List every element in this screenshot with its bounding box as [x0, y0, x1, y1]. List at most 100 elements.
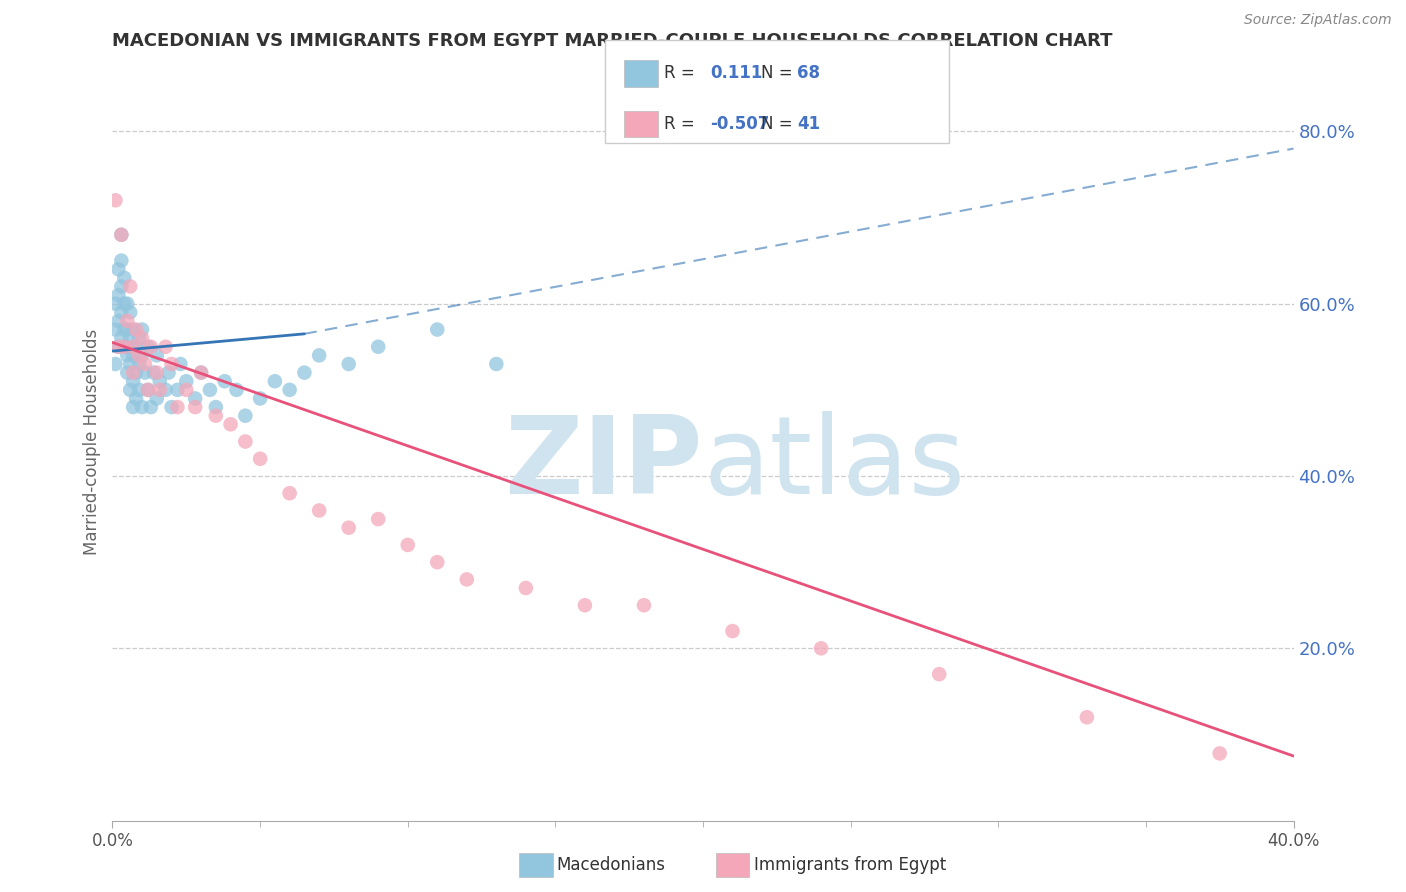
Point	[174, 383, 197, 397]
Point	[128, 348, 150, 362]
Point	[184, 392, 207, 406]
Point	[160, 400, 183, 414]
Point	[134, 357, 156, 371]
Point	[125, 366, 148, 380]
Text: ZIP: ZIP	[505, 411, 703, 517]
Text: R =: R =	[664, 115, 695, 133]
Point	[128, 357, 150, 371]
Point	[233, 434, 256, 449]
Point	[107, 340, 129, 354]
Point	[117, 340, 138, 354]
Point	[157, 366, 180, 380]
Point	[174, 374, 197, 388]
Y-axis label: Married-couple Households: Married-couple Households	[83, 328, 101, 555]
Point	[122, 374, 145, 388]
Point	[1208, 747, 1232, 761]
Point	[128, 383, 150, 397]
Text: Source: ZipAtlas.com: Source: ZipAtlas.com	[1244, 13, 1392, 28]
Point	[117, 314, 138, 328]
Point	[928, 667, 950, 681]
Point	[426, 322, 449, 336]
Point	[456, 573, 478, 587]
Text: Immigrants from Egypt: Immigrants from Egypt	[754, 856, 946, 874]
Point	[104, 194, 127, 208]
Point	[367, 512, 389, 526]
Point	[134, 366, 156, 380]
Point	[110, 253, 132, 268]
Point	[721, 624, 744, 639]
Point	[125, 392, 148, 406]
Point	[396, 538, 419, 552]
Text: atlas: atlas	[703, 411, 965, 517]
Point	[107, 288, 129, 302]
Point	[112, 296, 135, 310]
Point	[184, 400, 207, 414]
Text: R =: R =	[664, 64, 695, 82]
Point	[131, 400, 153, 414]
Point	[308, 503, 330, 517]
Point	[142, 366, 165, 380]
Point	[110, 331, 132, 345]
Point	[155, 383, 177, 397]
Text: 68: 68	[797, 64, 820, 82]
Point	[136, 383, 159, 397]
Point	[337, 521, 360, 535]
Point	[249, 392, 271, 406]
Point	[225, 383, 247, 397]
Point	[155, 340, 177, 354]
Point	[131, 348, 153, 362]
Point	[198, 383, 221, 397]
Point	[169, 357, 191, 371]
Point	[292, 366, 315, 380]
Point	[160, 357, 183, 371]
Point	[810, 641, 832, 656]
Point	[367, 340, 389, 354]
Point	[110, 279, 132, 293]
Point	[125, 322, 148, 336]
Point	[146, 348, 169, 362]
Point	[278, 486, 301, 500]
Point	[120, 383, 142, 397]
Point	[214, 374, 236, 388]
Point	[515, 581, 537, 595]
Point	[104, 322, 127, 336]
Point	[190, 366, 212, 380]
Point	[117, 366, 138, 380]
Point	[112, 322, 135, 336]
Point	[166, 400, 188, 414]
Point	[104, 357, 127, 371]
Point	[107, 262, 129, 277]
Point	[120, 331, 142, 345]
Point	[112, 340, 135, 354]
Point	[146, 392, 169, 406]
Point	[205, 400, 228, 414]
Point	[190, 366, 212, 380]
Text: -0.507: -0.507	[710, 115, 769, 133]
Text: 0.111: 0.111	[710, 64, 762, 82]
Point	[166, 383, 188, 397]
Point	[122, 366, 145, 380]
Point	[122, 400, 145, 414]
Point	[110, 227, 132, 242]
Point	[219, 417, 242, 432]
Text: N =: N =	[761, 115, 792, 133]
Point	[149, 374, 172, 388]
Point	[131, 322, 153, 336]
Point	[149, 383, 172, 397]
Point	[308, 348, 330, 362]
Text: N =: N =	[761, 64, 792, 82]
Point	[107, 340, 129, 354]
Text: Macedonians: Macedonians	[557, 856, 666, 874]
Point	[131, 331, 153, 345]
Point	[112, 270, 135, 285]
Point	[117, 296, 138, 310]
Point	[136, 340, 159, 354]
Point	[249, 451, 271, 466]
Point	[205, 409, 228, 423]
Point	[117, 322, 138, 336]
Point	[574, 599, 596, 613]
Point	[128, 331, 150, 345]
Point	[233, 409, 256, 423]
Point	[633, 599, 655, 613]
Text: 41: 41	[797, 115, 820, 133]
